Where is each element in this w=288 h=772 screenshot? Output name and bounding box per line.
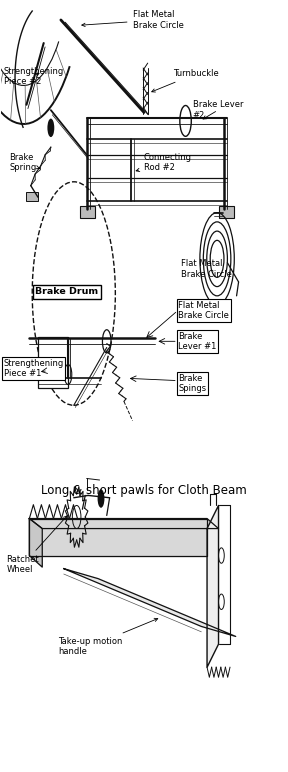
Circle shape xyxy=(48,119,54,137)
Bar xyxy=(38,337,68,388)
Text: Connecting
Rod #2: Connecting Rod #2 xyxy=(136,153,192,172)
Text: Brake
Lever #1: Brake Lever #1 xyxy=(178,332,217,351)
Polygon shape xyxy=(29,519,219,529)
Text: Brake
Spring: Brake Spring xyxy=(9,153,39,172)
Polygon shape xyxy=(29,519,42,567)
Text: Strengthening
Piece #2: Strengthening Piece #2 xyxy=(3,66,64,86)
Bar xyxy=(219,205,234,218)
Text: Strengthening
Piece #1: Strengthening Piece #1 xyxy=(3,358,64,378)
Text: Flat Metal
Brake Circle: Flat Metal Brake Circle xyxy=(181,259,232,279)
Text: Flat Metal
Brake Circle: Flat Metal Brake Circle xyxy=(178,301,229,320)
Text: Ratchet
Wheel: Ratchet Wheel xyxy=(6,516,67,574)
Text: Brake Drum: Brake Drum xyxy=(35,287,98,296)
Bar xyxy=(26,191,38,201)
Text: Brake Lever
#2: Brake Lever #2 xyxy=(193,100,243,120)
Text: Flat Metal
Brake Circle: Flat Metal Brake Circle xyxy=(82,10,183,29)
Text: Take-up motion
handle: Take-up motion handle xyxy=(58,618,158,656)
Polygon shape xyxy=(64,569,236,636)
Text: Brake
Spings: Brake Spings xyxy=(178,374,206,394)
Text: Turnbuckle: Turnbuckle xyxy=(152,69,218,92)
Circle shape xyxy=(98,489,105,508)
Polygon shape xyxy=(207,506,219,667)
Bar xyxy=(79,205,95,218)
Polygon shape xyxy=(29,519,207,556)
Text: Long & short pawls for Cloth Beam: Long & short pawls for Cloth Beam xyxy=(41,483,247,496)
